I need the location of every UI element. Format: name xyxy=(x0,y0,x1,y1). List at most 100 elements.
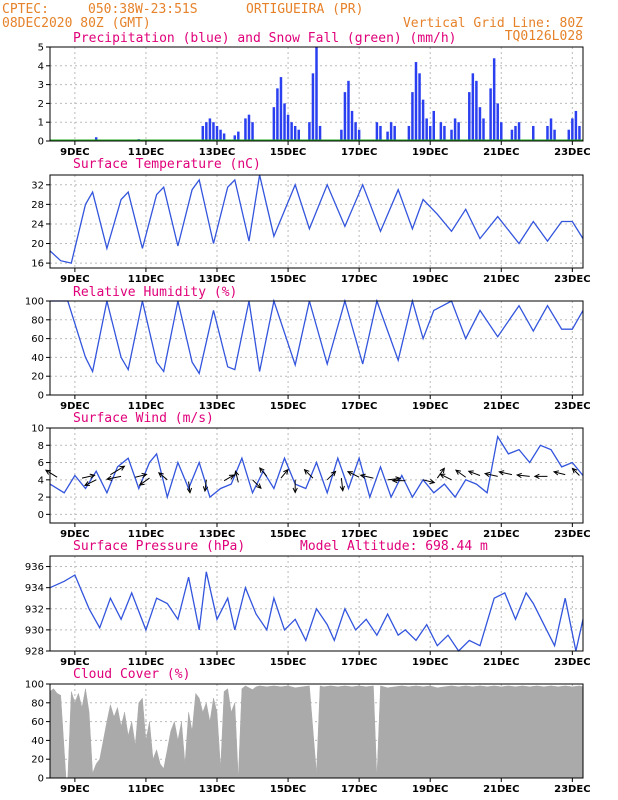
header-grid-line-note: Vertical Grid Line: 80Z xyxy=(403,16,583,31)
precip-bar xyxy=(290,122,293,141)
precip-bar xyxy=(215,125,219,141)
precip-bar xyxy=(247,114,251,141)
precip-bar xyxy=(571,118,574,141)
precip-xtick-label: 17DEC xyxy=(341,147,377,158)
pressure-frame xyxy=(49,555,584,652)
wind-ytick-label: 8 xyxy=(38,441,44,452)
wind-arrow-head xyxy=(391,478,398,484)
temperature-ytick-label: 16 xyxy=(31,259,44,270)
precip-bar xyxy=(482,118,485,141)
precip-bar xyxy=(443,125,446,141)
precip-bar xyxy=(492,58,496,141)
panels: Precipitation (blue) and Snow Fall (gree… xyxy=(25,31,591,795)
temperature-line xyxy=(49,174,584,264)
header-station: ORTIGUEIRA (PR) xyxy=(246,2,363,17)
precip-bar xyxy=(475,80,478,141)
humidity-ytick-label: 20 xyxy=(31,372,44,383)
wind-arrow-head xyxy=(303,468,310,475)
wind-arrow-head xyxy=(89,473,96,479)
wind-arrow-shaft xyxy=(340,478,344,491)
wind-arrow-shaft xyxy=(110,465,125,476)
cloud-xtick-label: 13DEC xyxy=(199,784,235,795)
wind-arrow-head xyxy=(259,467,265,473)
precip-bar xyxy=(453,118,457,141)
wind-arrow xyxy=(483,471,498,478)
humidity-xtick-label: 23DEC xyxy=(554,401,590,412)
wind-arrow xyxy=(533,473,548,479)
wind-line xyxy=(49,434,584,500)
precip-bar xyxy=(347,80,350,141)
precip-bar xyxy=(500,122,503,141)
wind-arrow-head xyxy=(330,470,337,477)
humidity-ytick-label: 100 xyxy=(25,297,44,308)
temperature-xtick-label: 15DEC xyxy=(270,274,306,285)
wind-arrow xyxy=(391,478,406,484)
humidity-xtick-label: 13DEC xyxy=(199,401,235,412)
humidity-ytick-label: 60 xyxy=(31,334,44,345)
cloud-frame xyxy=(49,683,584,779)
wind-title: Surface Wind (m/s) xyxy=(73,411,214,426)
precip-bar xyxy=(233,135,237,141)
humidity-xtick-label: 15DEC xyxy=(270,401,306,412)
precip-bar xyxy=(283,103,286,141)
precip-bar xyxy=(343,92,347,141)
precip-bar xyxy=(532,125,535,141)
precip-bar xyxy=(244,118,247,141)
pressure-panel: Surface Pressure (hPa) Model Altitude: 69… xyxy=(25,539,591,668)
wind-arrow xyxy=(138,477,150,486)
wind-arrow-head xyxy=(228,474,235,480)
wind-ytick-label: 0 xyxy=(38,510,44,521)
temperature-xtick-label: 23DEC xyxy=(554,274,590,285)
humidity-ytick-label: 0 xyxy=(38,391,44,402)
humidity-title: Relative Humidity (%) xyxy=(73,285,237,300)
wind-arrow-head xyxy=(292,487,298,494)
wind-arrow-head xyxy=(202,486,209,493)
pressure-xtick-label: 21DEC xyxy=(483,657,519,668)
wind-arrow-head xyxy=(83,481,90,486)
header-coordinates: 050:38W-23:51S xyxy=(88,2,198,17)
precip-bar xyxy=(205,122,208,141)
wind-arrow-shaft xyxy=(235,471,239,483)
temperature-xtick-label: 21DEC xyxy=(483,274,519,285)
wind-arrow-shaft xyxy=(422,479,435,484)
wind-arrow-head xyxy=(498,470,505,476)
humidity-ytick-label: 40 xyxy=(31,353,44,364)
precip-ytick-label: 2 xyxy=(38,99,44,110)
wind-arrow-head xyxy=(119,465,126,471)
precip-bar xyxy=(389,122,393,141)
wind-arrow-shaft xyxy=(455,469,467,478)
pressure-ytick-label: 930 xyxy=(25,625,44,636)
precip-bar xyxy=(496,103,499,141)
precip-frame xyxy=(49,46,584,142)
precip-bar xyxy=(279,77,283,141)
wind-arrow xyxy=(552,470,566,476)
cloud-ytick-label: 20 xyxy=(31,755,44,766)
wind-arrow-head xyxy=(283,468,289,475)
wind-ytick-label: 10 xyxy=(31,424,44,435)
wind-arrow xyxy=(515,472,530,479)
wind-arrow xyxy=(280,468,289,479)
wind-arrow xyxy=(223,474,235,482)
precip-ytick-label: 4 xyxy=(38,61,44,72)
wind-arrow-shaft xyxy=(517,474,530,477)
wind-arrow xyxy=(81,473,96,479)
temperature-title: Surface Temperature (nC) xyxy=(73,157,261,172)
wind-arrow-shaft xyxy=(188,481,191,493)
precip-bar xyxy=(276,88,279,141)
pressure-ytick-label: 928 xyxy=(25,647,44,658)
humidity-xtick-label: 19DEC xyxy=(412,401,448,412)
cloud-xtick-label: 11DEC xyxy=(128,784,164,795)
temperature-ytick-label: 32 xyxy=(31,180,44,191)
wind-arrow-shaft xyxy=(204,479,207,492)
wind-arrow-shaft xyxy=(468,470,481,476)
pressure-xtick-label: 11DEC xyxy=(128,657,164,668)
wind-arrow-shaft xyxy=(158,472,168,481)
wind-arrow-shaft xyxy=(553,471,566,476)
wind-arrow-shaft xyxy=(326,471,336,481)
precip-xtick-label: 9DEC xyxy=(60,147,89,158)
precip-bar xyxy=(425,118,428,141)
wind-arrow-head xyxy=(256,483,262,490)
humidity-line xyxy=(50,298,584,376)
wind-arrow-shaft xyxy=(499,471,513,476)
